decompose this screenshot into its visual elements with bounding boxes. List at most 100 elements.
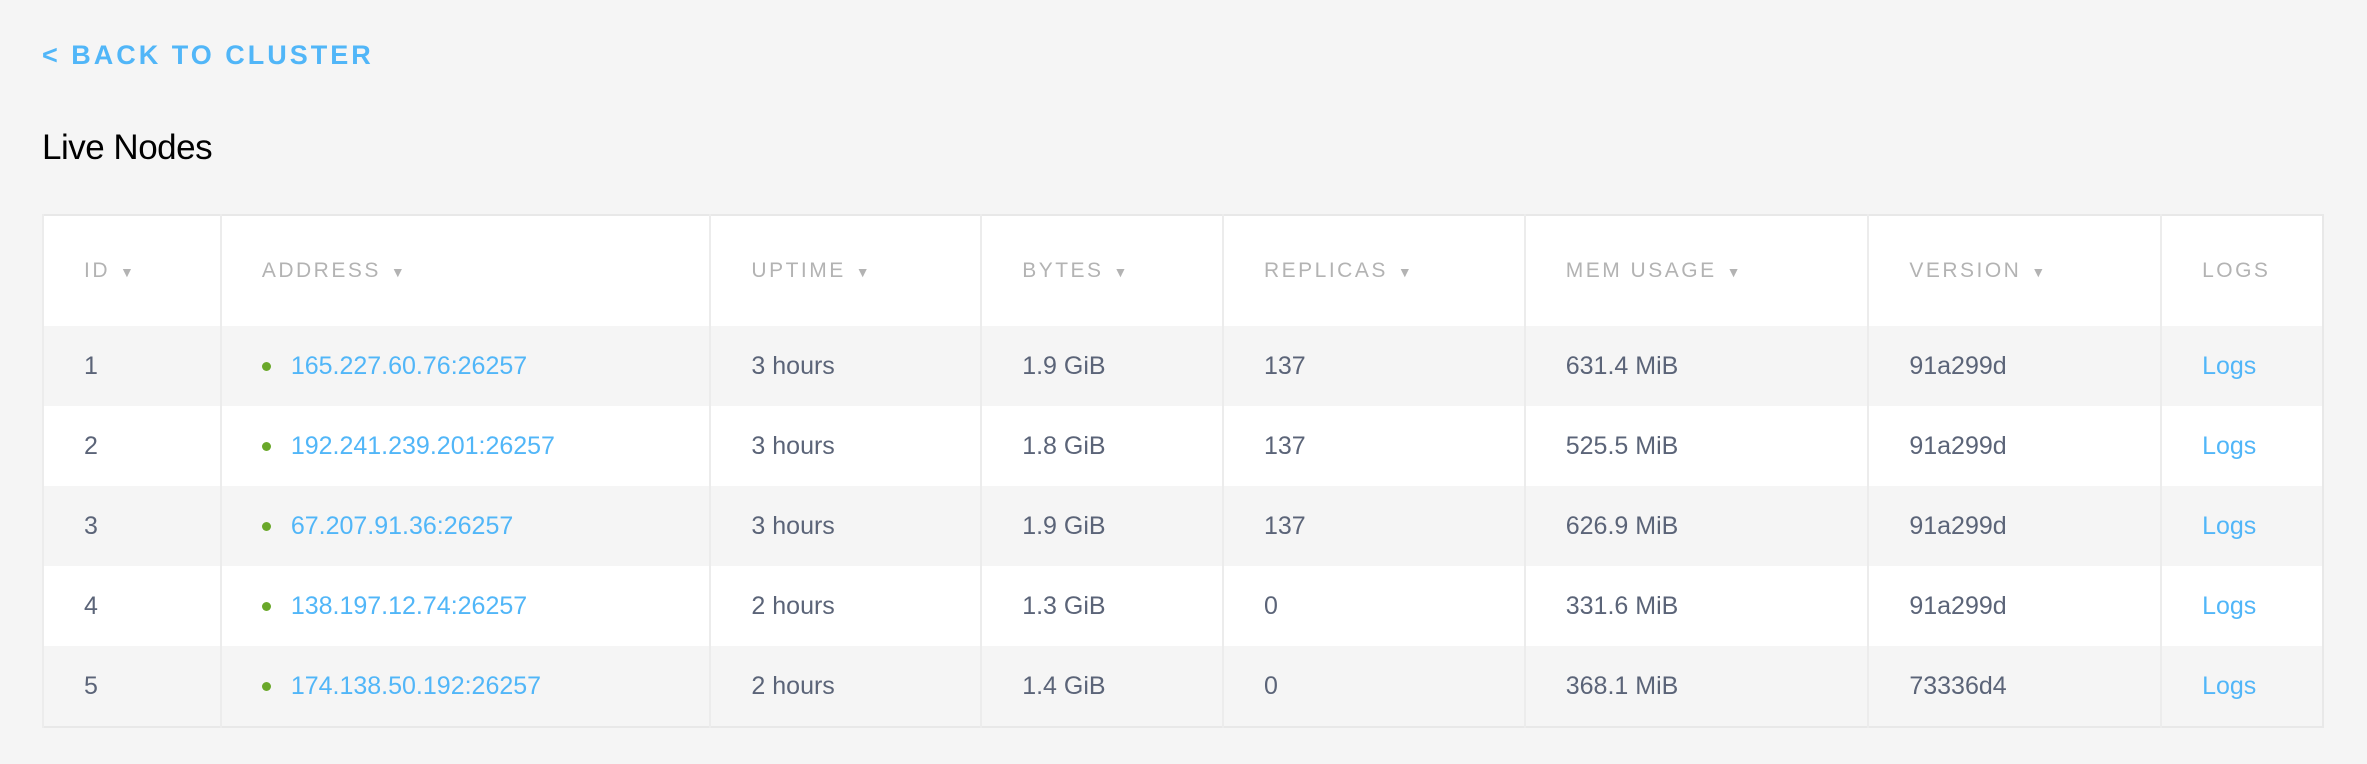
column-header-label: REPLICAS — [1263, 259, 1388, 282]
mem-value: 626.9 MiB — [1565, 511, 1679, 540]
node-address-link[interactable]: 174.138.50.192:26257 — [290, 671, 542, 700]
id-value: 5 — [84, 671, 98, 700]
table-body: 1 165.227.60.76:26257 3 hours 1.9 GiB 137 631… — [42, 326, 2323, 727]
column-header-address[interactable]: ADDRESS ▼ — [219, 215, 711, 326]
cell-address: 138.197.12.74:26257 — [219, 566, 711, 646]
live-nodes-table: ID ▼ ADDRESS ▼ UPTIME ▼ BYTES ▼ REPLICAS ▼ MEM USA… — [42, 214, 2324, 728]
column-header-replicas[interactable]: REPLICAS ▼ — [1221, 215, 1525, 326]
column-header-mem[interactable]: MEM USAGE ▼ — [1523, 215, 1869, 326]
replicas-value: 0 — [1263, 671, 1278, 700]
cell-mem: 626.9 MiB — [1523, 486, 1869, 566]
cell-mem: 525.5 MiB — [1523, 406, 1869, 486]
back-to-cluster-link[interactable]: < BACK TO CLUSTER — [42, 40, 374, 70]
cell-uptime: 3 hours — [709, 486, 982, 566]
bytes-value: 1.8 GiB — [1022, 431, 1106, 460]
node-address-link[interactable]: 67.207.91.36:26257 — [290, 511, 514, 540]
node-address-link[interactable]: 192.241.239.201:26257 — [290, 431, 555, 460]
node-address-link[interactable]: 165.227.60.76:26257 — [290, 351, 528, 380]
sort-arrow-icon[interactable]: ▼ — [390, 264, 405, 280]
mem-value: 331.6 MiB — [1565, 591, 1679, 620]
cell-id: 4 — [42, 566, 221, 646]
sort-arrow-icon[interactable]: ▼ — [855, 264, 870, 280]
replicas-value: 137 — [1263, 351, 1306, 380]
table-row: 4 138.197.12.74:26257 2 hours 1.3 GiB 0 331.6… — [42, 566, 2323, 646]
logs-link[interactable]: Logs — [2202, 351, 2257, 380]
status-live-icon — [261, 602, 271, 612]
cell-logs: Logs — [2160, 326, 2323, 406]
version-value: 73336d4 — [1909, 671, 2007, 700]
node-address-link[interactable]: 138.197.12.74:26257 — [290, 591, 528, 620]
bytes-value: 1.9 GiB — [1022, 511, 1106, 540]
table-header-row: ID ▼ ADDRESS ▼ UPTIME ▼ BYTES ▼ REPLICAS ▼ MEM USA… — [42, 215, 2323, 326]
cell-uptime: 3 hours — [709, 406, 982, 486]
version-value: 91a299d — [1909, 511, 2007, 540]
cell-logs: Logs — [2160, 566, 2323, 646]
column-header-bytes[interactable]: BYTES ▼ — [980, 215, 1223, 326]
cell-version: 91a299d — [1867, 406, 2162, 486]
version-value: 91a299d — [1909, 431, 2007, 460]
logs-link[interactable]: Logs — [2202, 431, 2257, 460]
uptime-value: 3 hours — [751, 431, 835, 460]
uptime-value: 2 hours — [751, 591, 835, 620]
id-value: 2 — [84, 431, 98, 460]
bytes-value: 1.3 GiB — [1022, 591, 1106, 620]
cell-bytes: 1.4 GiB — [980, 646, 1223, 727]
cell-address: 174.138.50.192:26257 — [219, 646, 711, 727]
cell-version: 91a299d — [1867, 326, 2162, 406]
sort-arrow-icon[interactable]: ▼ — [1726, 264, 1741, 280]
logs-link[interactable]: Logs — [2202, 511, 2257, 540]
cell-bytes: 1.8 GiB — [980, 406, 1223, 486]
cell-logs: Logs — [2160, 486, 2323, 566]
cell-id: 3 — [42, 486, 221, 566]
sort-arrow-icon[interactable]: ▼ — [1113, 264, 1128, 280]
status-live-icon — [261, 682, 271, 692]
cell-id: 1 — [42, 326, 221, 406]
cell-bytes: 1.9 GiB — [980, 326, 1223, 406]
sort-arrow-icon[interactable]: ▼ — [120, 264, 134, 280]
column-header-version[interactable]: VERSION ▼ — [1867, 215, 2162, 326]
cell-address: 165.227.60.76:26257 — [219, 326, 711, 406]
replicas-value: 137 — [1263, 511, 1306, 540]
cell-address: 67.207.91.36:26257 — [219, 486, 711, 566]
cell-mem: 368.1 MiB — [1523, 646, 1869, 727]
id-value: 4 — [84, 591, 98, 620]
column-header-uptime[interactable]: UPTIME ▼ — [709, 215, 982, 326]
table-row: 2 192.241.239.201:26257 3 hours 1.8 GiB 137 5… — [42, 406, 2323, 486]
page-title: Live Nodes — [42, 128, 213, 167]
cell-uptime: 3 hours — [709, 326, 982, 406]
cell-replicas: 0 — [1221, 566, 1525, 646]
replicas-value: 0 — [1263, 591, 1278, 620]
cell-bytes: 1.3 GiB — [980, 566, 1223, 646]
cell-version: 91a299d — [1867, 566, 2162, 646]
sort-arrow-icon[interactable]: ▼ — [2031, 264, 2046, 280]
uptime-value: 3 hours — [751, 511, 835, 540]
column-header-label: BYTES — [1022, 259, 1104, 282]
bytes-value: 1.9 GiB — [1022, 351, 1106, 380]
id-value: 3 — [84, 511, 98, 540]
version-value: 91a299d — [1909, 351, 2007, 380]
logs-link[interactable]: Logs — [2202, 591, 2257, 620]
cell-replicas: 0 — [1221, 646, 1525, 727]
column-header-label: MEM USAGE — [1565, 259, 1717, 282]
uptime-value: 3 hours — [751, 351, 835, 380]
column-header-id[interactable]: ID ▼ — [42, 215, 221, 326]
cell-id: 5 — [42, 646, 221, 727]
sort-arrow-icon[interactable]: ▼ — [1397, 264, 1412, 280]
cell-replicas: 137 — [1221, 326, 1525, 406]
cell-replicas: 137 — [1221, 486, 1525, 566]
column-header-label: ID — [84, 259, 110, 282]
table-row: 5 174.138.50.192:26257 2 hours 1.4 GiB 0 368.… — [42, 646, 2323, 727]
cell-mem: 331.6 MiB — [1523, 566, 1869, 646]
column-header-label: LOGS — [2202, 259, 2271, 282]
cell-version: 73336d4 — [1867, 646, 2162, 727]
column-header-logs: LOGS — [2160, 215, 2323, 326]
cell-mem: 631.4 MiB — [1523, 326, 1869, 406]
cell-uptime: 2 hours — [709, 646, 982, 727]
bytes-value: 1.4 GiB — [1022, 671, 1106, 700]
column-header-label: UPTIME — [751, 259, 846, 282]
cell-bytes: 1.9 GiB — [980, 486, 1223, 566]
table-row: 3 67.207.91.36:26257 3 hours 1.9 GiB 137 626.… — [42, 486, 2323, 566]
uptime-value: 2 hours — [751, 671, 835, 700]
logs-link[interactable]: Logs — [2202, 671, 2257, 700]
mem-value: 525.5 MiB — [1565, 431, 1679, 460]
